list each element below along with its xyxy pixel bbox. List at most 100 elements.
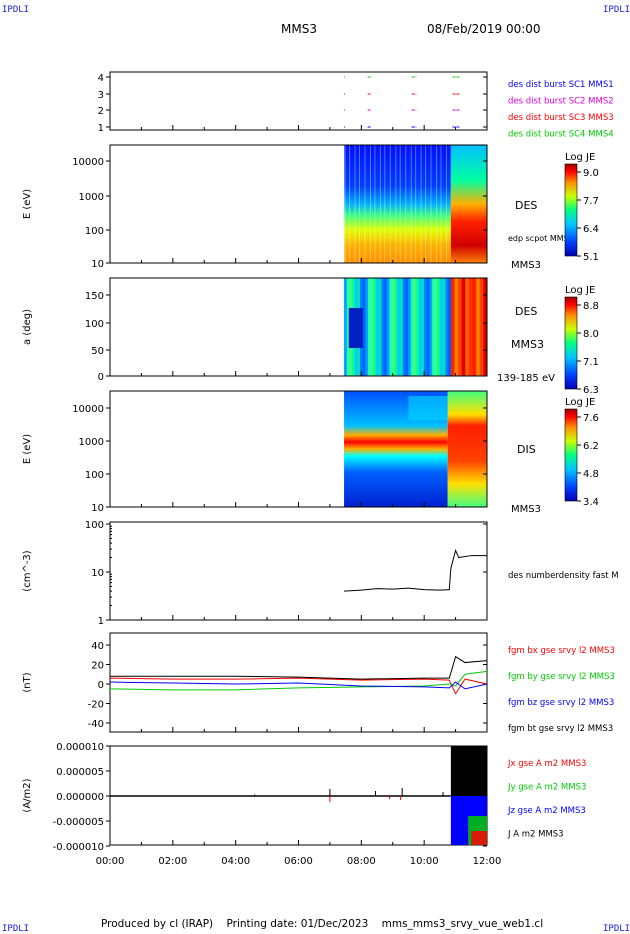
footer-produced-by: Produced by cl (IRAP) — [101, 918, 214, 930]
des-pitch-spectrogram-column — [394, 278, 398, 376]
des-pitch-spectrogram-column — [397, 278, 401, 376]
dis-energy-ylabel: E (eV) — [22, 434, 33, 464]
des-pitch-colorbar — [564, 296, 578, 390]
footer-text: Produced by cl (IRAP) Printing date: 01/… — [101, 918, 543, 930]
burst-legend-label: des dist burst SC1 MMS1 — [508, 80, 614, 90]
des-pitch-spectrogram-column — [344, 278, 348, 376]
des-pitch-y-tick-label: 150 — [85, 291, 104, 302]
des-pitch-spectrogram-column — [362, 278, 366, 376]
des-energy-colorbar-title: Log JE — [565, 152, 595, 163]
x-axis-tick-label: 00:00 — [96, 856, 125, 867]
dis-energy-y-tick-label: 10000 — [72, 404, 104, 415]
des-pitch-spectrogram-column — [468, 278, 474, 376]
des-pitch-spectrogram-column — [416, 278, 420, 376]
des-pitch-spectrogram-column — [346, 278, 350, 376]
des-pitch-spectrogram-column — [418, 278, 422, 376]
density-series-label: des numberdensity fast M — [508, 571, 619, 581]
des-pitch-spectrogram-column — [410, 278, 414, 376]
des-energy-y-tick-label: 100 — [85, 226, 104, 237]
fgm-series-label: fgm by gse srvy l2 MMS3 — [508, 672, 615, 682]
des-pitch-spectrogram-column — [454, 278, 459, 376]
fgm-y-tick-label: 0 — [98, 680, 104, 691]
x-axis-tick-label: 06:00 — [284, 856, 313, 867]
des-pitch-spectrogram-column — [458, 278, 463, 376]
fgm-y-tick-label: -40 — [88, 719, 104, 730]
des-pitch-y-tick-label: 100 — [85, 319, 104, 330]
des-pitch-spectrogram-column — [370, 278, 374, 376]
des-energy-colorbar-tick-label: 6.4 — [583, 224, 599, 235]
fgm-y-tick-label: 40 — [91, 641, 104, 652]
des-pitch-spectrogram-column — [450, 278, 455, 376]
des-pitch-spectrogram-column — [368, 278, 372, 376]
des-pitch-spectrogram-column — [373, 278, 377, 376]
density-ylabel: (cm^-3) — [22, 550, 33, 591]
des-pitch-spectrogram-column — [461, 278, 466, 376]
x-axis-tick-label: 12:00 — [473, 856, 502, 867]
des-pitch-spectrogram-column — [402, 278, 406, 376]
dis-energy-y-tick-label: 1000 — [79, 437, 104, 448]
des-pitch-low-flux-patch — [348, 308, 363, 348]
x-axis-tick-label: 10:00 — [410, 856, 439, 867]
fgm-y-tick-label: 20 — [91, 661, 104, 672]
density-y-tick-label: 100 — [85, 520, 104, 531]
des-pitch-spectrogram-column — [445, 278, 449, 376]
spacecraft-title: MMS3 — [281, 22, 317, 36]
current-series-label: Jy gse A m2 MMS3 — [507, 783, 586, 793]
des-pitch-spectrogram-column — [392, 278, 396, 376]
burst-y-tick-label: 4 — [98, 73, 104, 84]
current-y-tick-label: -0.000010 — [53, 842, 104, 853]
des-pitch-spectrogram-column — [448, 278, 452, 376]
des-energy-right-label: edp scpot MMS3 — [508, 234, 574, 243]
des-energy-y-tick-label: 1000 — [79, 192, 104, 203]
des-pitch-spectrogram-column — [426, 278, 431, 376]
des-pitch-spectrogram-column — [424, 278, 428, 376]
des-pitch-spectrogram-column — [476, 278, 481, 376]
des-pitch-spectrogram-column — [405, 278, 409, 376]
des-pitch-right-label: 139-185 eV — [497, 373, 555, 384]
des-pitch-spectrogram-column — [429, 278, 433, 376]
dis-energy-colorbar-tick-label: 4.8 — [583, 469, 599, 480]
des-pitch-spectrogram-column — [378, 278, 382, 376]
des-pitch-spectrogram-column — [376, 278, 380, 376]
des-pitch-colorbar-title: Log JE — [565, 285, 595, 296]
des-energy-colorbar-tick-label: 5.1 — [583, 252, 599, 263]
des-pitch-right-label: MMS3 — [511, 338, 544, 351]
current-series-label: Jx gse A m2 MMS3 — [507, 759, 586, 769]
datetime-title: 08/Feb/2019 00:00 — [427, 22, 541, 36]
des-pitch-spectrogram-column — [432, 278, 436, 376]
fgm-series-label: fgm bt gse srvy l2 MMS3 — [508, 724, 613, 734]
fgm-series-label: fgm bx gse srvy l2 MMS3 — [508, 646, 615, 656]
dis-energy-colorbar-title: Log JE — [565, 397, 595, 408]
des-pitch-y-tick-label: 50 — [91, 346, 104, 357]
fgm-series-line — [109, 681, 488, 690]
des-pitch-spectrogram-column — [483, 278, 488, 376]
des-pitch-spectrogram-column — [400, 278, 404, 376]
x-axis-tick-label: 02:00 — [158, 856, 187, 867]
density-frame — [109, 521, 488, 621]
des-pitch-colorbar-tick-label: 8.8 — [583, 301, 599, 312]
current-y-tick-label: 0.000005 — [56, 767, 104, 778]
des-energy-y-tick-label: 10 — [91, 259, 104, 270]
des-pitch-spectrogram-column — [440, 278, 444, 376]
des-pitch-spectrogram-column — [465, 278, 470, 376]
des-pitch-right-label: DES — [515, 305, 537, 318]
des-pitch-spectrogram-column — [437, 278, 441, 376]
des-pitch-spectrogram-column — [386, 278, 390, 376]
burst-y-tick-label: 3 — [98, 90, 104, 101]
burst-legend-label: des dist burst SC2 MMS2 — [508, 97, 614, 107]
dis-energy-patch — [408, 396, 448, 420]
current-series-label: J A m2 MMS3 — [507, 830, 564, 840]
des-pitch-spectrogram-column — [479, 278, 484, 376]
dis-energy-spectrogram-active — [447, 391, 487, 507]
des-pitch-colorbar-tick-label: 7.1 — [583, 357, 599, 368]
current-series-label: Jz gse A m2 MMS3 — [507, 806, 586, 816]
des-energy-right-label: DES — [515, 199, 537, 212]
corner-label-br: IPDLI — [603, 924, 630, 934]
des-pitch-spectrogram-column — [408, 278, 412, 376]
burst-legend-label: des dist burst SC4 MMS4 — [508, 130, 614, 140]
des-energy-spectrogram-active — [450, 145, 487, 263]
fgm-series-line — [109, 677, 488, 695]
corner-label-tr: IPDLI — [603, 5, 630, 15]
des-pitch-spectrogram-column — [365, 278, 369, 376]
des-pitch-spectrogram-column — [472, 278, 477, 376]
